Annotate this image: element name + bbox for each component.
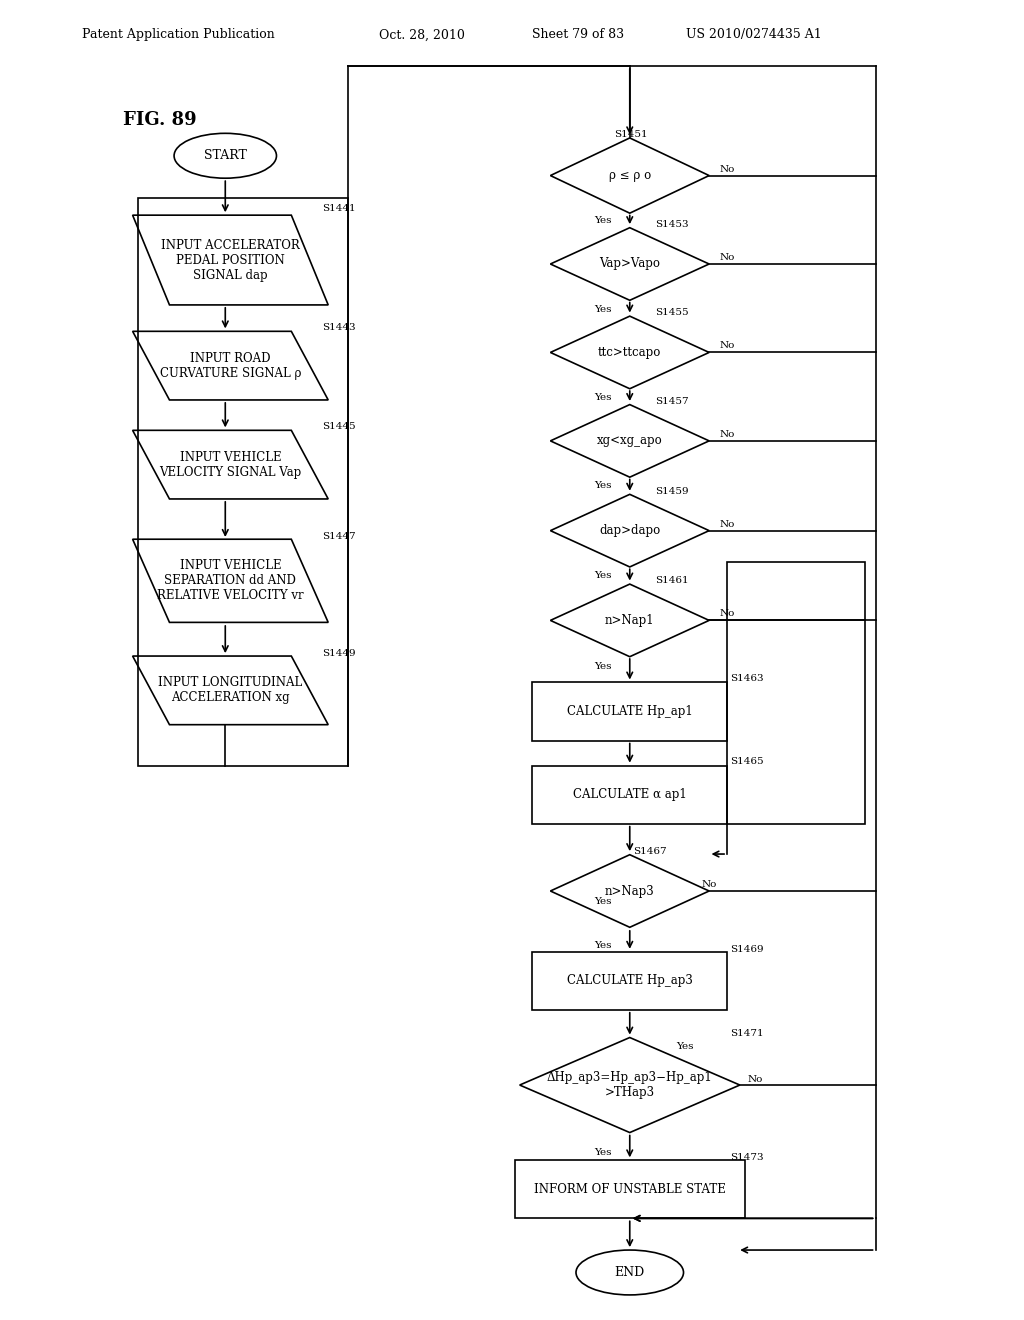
Text: INPUT ROAD
CURVATURE SIGNAL ρ: INPUT ROAD CURVATURE SIGNAL ρ xyxy=(160,351,301,380)
Text: INPUT VEHICLE
SEPARATION dd AND
RELATIVE VELOCITY vr: INPUT VEHICLE SEPARATION dd AND RELATIVE… xyxy=(157,560,304,602)
Text: CALCULATE Hp_ap1: CALCULATE Hp_ap1 xyxy=(567,705,692,718)
Text: S1461: S1461 xyxy=(655,577,689,586)
Text: S1447: S1447 xyxy=(323,532,356,541)
Text: S1459: S1459 xyxy=(655,487,689,496)
Text: INPUT VEHICLE
VELOCITY SIGNAL Vap: INPUT VEHICLE VELOCITY SIGNAL Vap xyxy=(160,450,301,479)
Text: Yes: Yes xyxy=(676,1043,693,1052)
Text: n>Nap1: n>Nap1 xyxy=(605,614,654,627)
Text: ttc>ttcapo: ttc>ttcapo xyxy=(598,346,662,359)
Text: No: No xyxy=(720,430,735,440)
Text: FIG. 89: FIG. 89 xyxy=(123,111,197,129)
Text: S1443: S1443 xyxy=(323,323,356,333)
Text: Yes: Yes xyxy=(594,572,611,581)
Text: No: No xyxy=(720,520,735,529)
Text: Yes: Yes xyxy=(594,305,611,314)
Text: No: No xyxy=(720,253,735,263)
Text: No: No xyxy=(720,610,735,619)
Text: S1451: S1451 xyxy=(614,131,648,140)
Text: Sheet 79 of 83: Sheet 79 of 83 xyxy=(532,28,625,41)
Text: Yes: Yes xyxy=(594,941,611,950)
Text: S1455: S1455 xyxy=(655,309,689,318)
Text: Yes: Yes xyxy=(594,1148,611,1158)
Text: S1469: S1469 xyxy=(730,945,764,954)
Text: S1445: S1445 xyxy=(323,422,356,432)
Text: Yes: Yes xyxy=(594,482,611,491)
Text: ΔHp_ap3=Hp_ap3−Hp_ap1
>THap3: ΔHp_ap3=Hp_ap3−Hp_ap1 >THap3 xyxy=(547,1071,713,1100)
Text: Yes: Yes xyxy=(594,393,611,403)
Text: xg<xg_apo: xg<xg_apo xyxy=(597,434,663,447)
Text: No: No xyxy=(720,165,735,174)
Text: Vap>Vapo: Vap>Vapo xyxy=(599,257,660,271)
Text: dap>dapo: dap>dapo xyxy=(599,524,660,537)
Text: INFORM OF UNSTABLE STATE: INFORM OF UNSTABLE STATE xyxy=(534,1183,726,1196)
Text: No: No xyxy=(701,880,717,890)
Text: US 2010/0274435 A1: US 2010/0274435 A1 xyxy=(686,28,822,41)
Text: CALCULATE Hp_ap3: CALCULATE Hp_ap3 xyxy=(567,974,692,987)
Text: INPUT ACCELERATOR
PEDAL POSITION
SIGNAL dap: INPUT ACCELERATOR PEDAL POSITION SIGNAL … xyxy=(161,239,300,281)
Text: S1467: S1467 xyxy=(633,847,667,857)
Text: S1465: S1465 xyxy=(730,758,764,767)
Text: END: END xyxy=(614,1266,645,1279)
Text: n>Nap3: n>Nap3 xyxy=(605,884,654,898)
Text: No: No xyxy=(748,1076,763,1085)
Text: INPUT LONGITUDINAL
ACCELERATION xg: INPUT LONGITUDINAL ACCELERATION xg xyxy=(159,676,302,705)
Text: Oct. 28, 2010: Oct. 28, 2010 xyxy=(379,28,465,41)
Text: Yes: Yes xyxy=(594,216,611,226)
Text: Yes: Yes xyxy=(594,898,611,907)
Text: No: No xyxy=(720,342,735,351)
Text: S1453: S1453 xyxy=(655,220,689,230)
Text: START: START xyxy=(204,149,247,162)
Text: S1471: S1471 xyxy=(730,1030,764,1039)
Text: S1473: S1473 xyxy=(730,1154,764,1163)
Text: Yes: Yes xyxy=(594,663,611,672)
Text: S1457: S1457 xyxy=(655,397,689,407)
Text: S1449: S1449 xyxy=(323,649,356,659)
Text: Patent Application Publication: Patent Application Publication xyxy=(82,28,274,41)
Text: S1463: S1463 xyxy=(730,675,764,684)
Text: S1441: S1441 xyxy=(323,205,356,214)
Text: CALCULATE α ap1: CALCULATE α ap1 xyxy=(572,788,687,801)
Text: ρ ≤ ρ o: ρ ≤ ρ o xyxy=(608,169,651,182)
